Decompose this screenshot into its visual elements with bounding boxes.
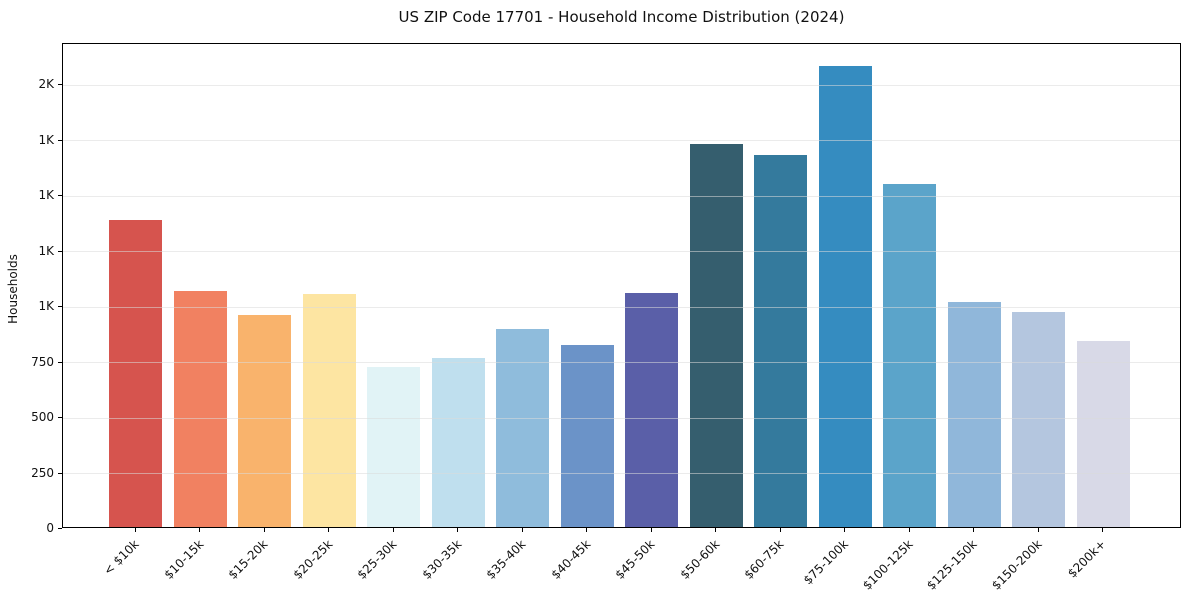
x-tick-label: $60-75k — [741, 537, 787, 582]
bar-10-15k — [173, 290, 227, 527]
gridline — [63, 251, 1180, 253]
y-tick-label: 250 — [31, 465, 54, 480]
x-tick-mark — [457, 528, 458, 532]
y-tick-mark — [58, 528, 62, 529]
y-tick-mark — [58, 472, 62, 474]
bar-20-25k — [302, 293, 356, 527]
y-tick-label: 1K — [38, 299, 54, 314]
x-tick-mark — [908, 528, 910, 532]
y-tick-mark — [58, 139, 62, 141]
x-tick-label: $20-25k — [290, 537, 335, 582]
y-tick-label: 0 — [46, 521, 54, 535]
bar-15-20k — [238, 315, 291, 527]
chart-title: US ZIP Code 17701 - Household Income Dis… — [398, 8, 845, 26]
bar-100-125k — [883, 184, 936, 527]
x-tick-label: $25-30k — [354, 537, 400, 582]
x-tick-mark — [1037, 528, 1039, 532]
x-tick-label: $100-125k — [859, 537, 916, 590]
bar-75-100k — [818, 66, 872, 527]
y-tick-label: 500 — [31, 410, 54, 425]
bar-150-200k — [1012, 311, 1065, 527]
x-tick-mark — [392, 528, 394, 532]
x-tick-label: $40-45k — [548, 537, 593, 582]
y-tick-mark — [58, 306, 62, 308]
x-tick-mark — [134, 528, 136, 532]
bar-30-35k — [431, 358, 485, 527]
y-tick-mark — [58, 361, 62, 363]
x-tick-label: $125-150k — [924, 537, 980, 590]
y-tick-mark — [58, 84, 62, 86]
bar-35-40k — [496, 329, 549, 527]
y-tick-label: 750 — [31, 354, 54, 369]
gridline — [63, 473, 1180, 474]
y-tick-mark — [58, 250, 62, 252]
x-tick-label: $45-50k — [612, 537, 658, 582]
x-tick-label: $15-20k — [225, 537, 271, 582]
x-tick-mark — [263, 528, 265, 532]
x-tick-mark — [1102, 528, 1103, 532]
bar-50-60k — [689, 144, 743, 527]
x-tick-mark — [844, 528, 845, 532]
x-tick-label: $150-200k — [988, 537, 1045, 590]
bar-125-150k — [947, 301, 1001, 527]
x-tick-mark — [973, 528, 974, 532]
x-tick-mark — [199, 528, 200, 532]
x-tick-label: $75-100k — [800, 537, 851, 588]
y-tick-mark — [58, 195, 62, 197]
bar-60-75k — [754, 155, 807, 527]
x-tick-label: $30-35k — [419, 537, 464, 582]
bar-200k — [1076, 340, 1130, 527]
y-tick-label: 1K — [38, 188, 54, 203]
gridline — [63, 362, 1180, 364]
x-tick-mark — [650, 528, 652, 532]
y-axis-label-text: Households — [6, 254, 20, 324]
bar-45-50k — [625, 292, 678, 527]
gridline — [63, 417, 1180, 419]
x-tick-mark — [328, 528, 329, 532]
x-tick-label: $50-60k — [677, 537, 722, 582]
y-tick-label: 1K — [38, 243, 54, 258]
x-tick-mark — [715, 528, 716, 532]
gridline — [63, 84, 1180, 86]
x-tick-mark — [586, 528, 587, 532]
x-tick-label: < $10k — [100, 537, 142, 578]
gridline — [63, 195, 1180, 197]
y-tick-label: 1K — [38, 132, 54, 147]
x-tick-mark — [779, 528, 781, 532]
bar-25-30k — [367, 367, 420, 527]
y-tick-label: 2K — [38, 77, 54, 92]
x-tick-mark — [521, 528, 523, 532]
bar-10k — [109, 219, 162, 527]
gridline — [63, 306, 1180, 308]
x-tick-label: $200k+ — [1065, 537, 1109, 581]
y-tick-mark — [58, 417, 62, 419]
bar-40-45k — [560, 345, 614, 527]
x-tick-label: $35-40k — [483, 537, 529, 582]
plot-area — [62, 43, 1181, 528]
x-tick-label: $10-15k — [161, 537, 206, 582]
gridline — [63, 140, 1180, 142]
